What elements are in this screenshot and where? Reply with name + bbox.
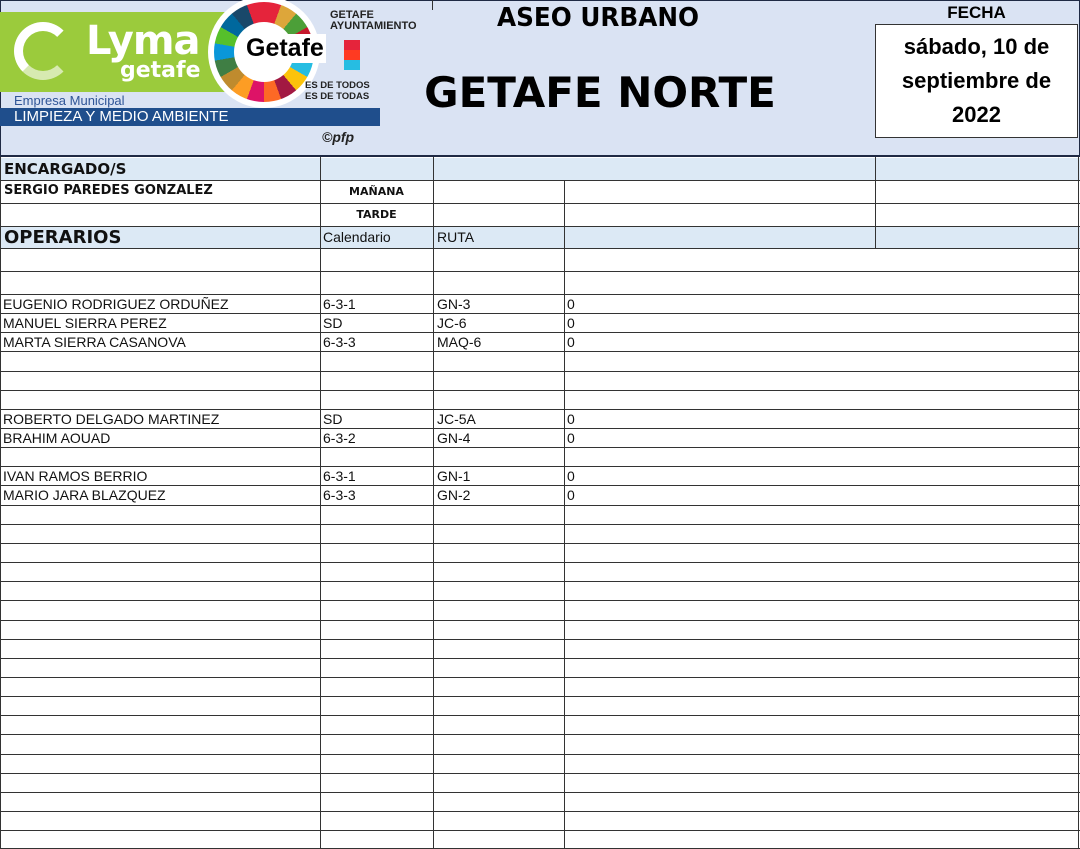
slogan-line-1: ES DE TODOS [305,80,370,91]
operario-value[interactable]: 0 [567,468,575,484]
operario-ruta[interactable]: GN-4 [437,430,471,446]
empresa-label: Empresa Municipal [14,93,125,108]
col-calendario-header: Calendario [323,229,391,245]
operario-calendario[interactable]: SD [323,411,343,427]
grid-line [564,180,565,849]
zone-title: GETAFE NORTE [424,68,776,117]
operario-calendario[interactable]: 6-3-3 [323,334,356,350]
grid-line [0,773,1080,774]
encargado-name[interactable]: SERGIO PAREDES GONZALEZ [4,183,213,198]
grid-line [0,581,1080,582]
flag-icon [344,40,360,70]
grid-line [0,226,1080,227]
grid-line [0,830,1080,831]
grid-line [0,351,1080,352]
fecha-line-1: sábado, 10 de [903,34,1050,59]
grid-line [0,466,1080,467]
grid-line [0,203,1080,204]
operario-name[interactable]: MANUEL SIERRA PEREZ [3,315,167,331]
turno-manana: MAÑANA [349,185,404,198]
grid-line [0,313,1080,314]
grid-line [0,715,1080,716]
operario-ruta[interactable]: JC-5A [437,411,476,427]
fecha-label: FECHA [947,3,1006,22]
grid-line [0,524,1080,525]
operario-value[interactable]: 0 [567,296,575,312]
col-ruta-header: RUTA [437,229,475,245]
operarios-band [0,226,1080,248]
operario-name[interactable]: ROBERTO DELGADO MARTINEZ [3,411,220,427]
grid-line [0,600,1080,601]
operario-ruta[interactable]: JC-6 [437,315,467,331]
encargados-band [0,158,1080,180]
slogan-line-2: ES DE TODAS [305,91,370,102]
operario-calendario[interactable]: 6-3-1 [323,468,356,484]
grid-line [0,639,1080,640]
operario-value[interactable]: 0 [567,334,575,350]
grid-line [875,157,876,248]
fecha-value[interactable]: sábado, 10 de septiembre de 2022 [875,24,1078,138]
grid-line [0,562,1080,563]
lyma-logo-text: Lyma [86,18,201,64]
grid-line [0,390,1080,391]
getafe-logo-text: Getafe [244,34,326,63]
operario-calendario[interactable]: 6-3-1 [323,296,356,312]
grid-line [0,696,1080,697]
grid-line [0,620,1080,621]
operario-calendario[interactable]: 6-3-2 [323,430,356,446]
grid-line [0,811,1080,812]
operario-calendario[interactable]: SD [323,315,343,331]
grid-line [0,658,1080,659]
operarios-label: OPERARIOS [4,227,122,248]
operario-value[interactable]: 0 [567,430,575,446]
operario-ruta[interactable]: GN-3 [437,296,471,312]
grid-line [0,248,1080,249]
grid-line [0,371,1080,372]
slogan: ES DE TODOS ES DE TODAS [305,80,370,102]
lyma-swirl-icon [14,22,72,80]
empresa-nombre: LIMPIEZA Y MEDIO AMBIENTE [0,108,380,126]
fecha-line-2: septiembre de [901,68,1052,93]
grid-line [0,543,1080,544]
grid-line [0,271,1080,272]
lyma-logo-subtext: getafe [120,58,201,83]
operario-ruta[interactable]: GN-2 [437,487,471,503]
grid-line [0,294,1080,295]
operario-ruta[interactable]: GN-1 [437,468,471,484]
divider [432,0,433,10]
operario-calendario[interactable]: 6-3-3 [323,487,356,503]
grid-line [433,157,434,849]
copyright: ©pfp [322,129,355,145]
grid-line [0,157,1,849]
grid-line [0,180,1080,181]
grid-line [0,792,1080,793]
operario-name[interactable]: EUGENIO RODRIGUEZ ORDUÑEZ [3,296,229,312]
operario-name[interactable]: IVAN RAMOS BERRIO [3,468,148,484]
grid-line [0,734,1080,735]
fecha-line-3: 2022 [952,102,1001,127]
grid-line [0,409,1080,410]
grid-line [0,447,1080,448]
ayuntamiento-logo: GETAFE AYUNTAMIENTO [330,9,417,32]
grid-line [1078,157,1079,849]
grid-line [0,677,1080,678]
operario-name[interactable]: BRAHIM AOUAD [3,430,111,446]
grid-line [0,485,1080,486]
operario-value[interactable]: 0 [567,487,575,503]
operario-value[interactable]: 0 [567,315,575,331]
operario-name[interactable]: MARTA SIERRA CASANOVA [3,334,186,350]
grid-line [0,332,1080,333]
grid-line [0,428,1080,429]
operario-value[interactable]: 0 [567,411,575,427]
page-title: ASEO URBANO [496,3,700,33]
operario-ruta[interactable]: MAQ-6 [437,334,482,350]
grid-line [0,754,1080,755]
grid-line [320,157,321,849]
turno-tarde: TARDE [356,208,397,221]
encargados-label: ENCARGADO/S [4,160,127,178]
grid-line [0,505,1080,506]
operario-name[interactable]: MARIO JARA BLAZQUEZ [3,487,166,503]
